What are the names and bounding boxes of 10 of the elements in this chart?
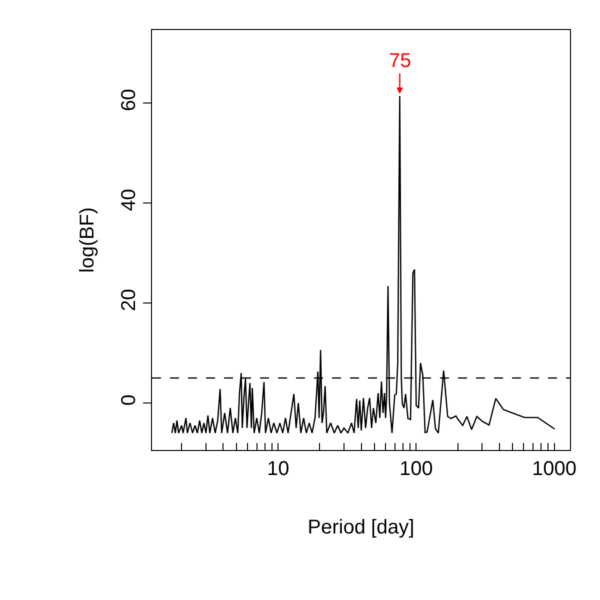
y-axis-title: log(BF) — [76, 207, 98, 273]
y-tick-label: 0 — [118, 394, 140, 406]
x-axis-title: Period [day] — [308, 516, 414, 538]
x-tick-label: 1000 — [532, 458, 577, 480]
y-tick-label: 60 — [118, 88, 140, 112]
x-tick-label: 100 — [400, 458, 433, 480]
y-tick-label: 40 — [118, 188, 140, 212]
annotation: 75 — [389, 50, 412, 72]
x-tick-label: 10 — [267, 458, 290, 480]
y-tick-label: 20 — [118, 288, 140, 312]
